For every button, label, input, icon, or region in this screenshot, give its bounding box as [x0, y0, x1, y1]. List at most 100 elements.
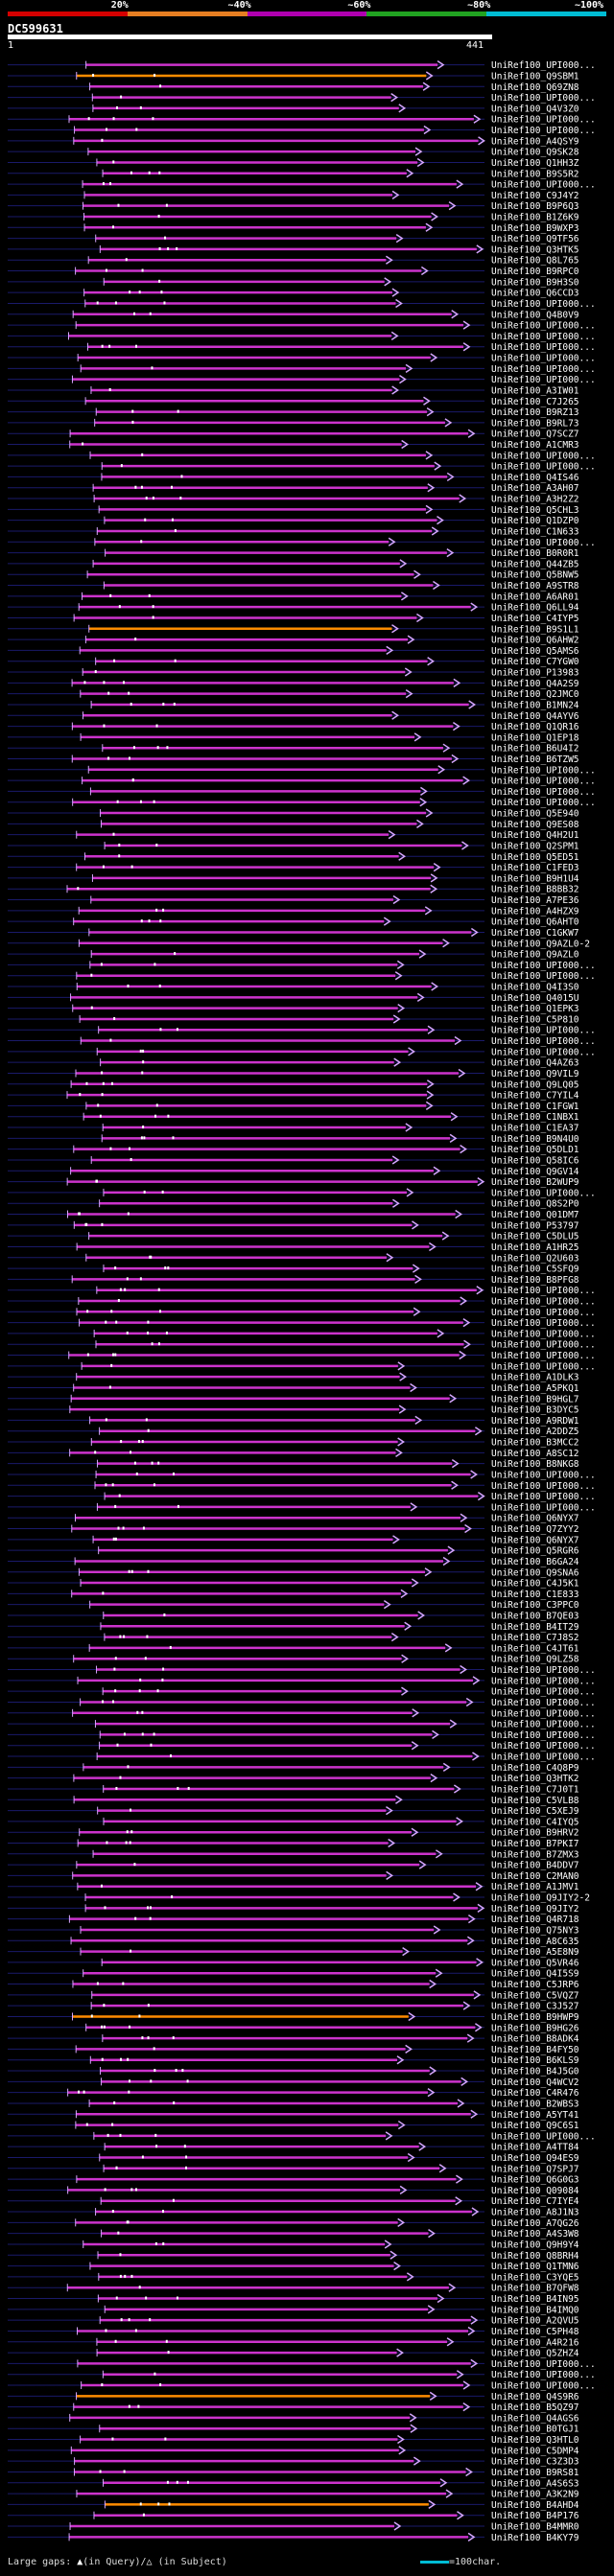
- hit-row[interactable]: UniRef100_B9H1U4: [8, 873, 579, 884]
- hit-row[interactable]: UniRef100_Q6NYX7: [8, 1513, 579, 1524]
- hit-label[interactable]: UniRef100_Q5DLD1: [491, 1145, 579, 1155]
- hit-row[interactable]: UniRef100_UPI000...: [8, 298, 596, 310]
- hit-label[interactable]: UniRef100_UPI000...: [491, 1752, 596, 1763]
- hit-label[interactable]: UniRef100_C2MAN0: [491, 1871, 579, 1882]
- hit-row[interactable]: UniRef100_A3H2Z2: [8, 494, 579, 505]
- hit-row[interactable]: UniRef100_Q9JIY2-2: [8, 1892, 590, 1904]
- hit-row[interactable]: UniRef100_Q4I5S9: [8, 1968, 579, 1980]
- hit-row[interactable]: UniRef100_B1MN24: [8, 700, 579, 710]
- hit-row[interactable]: UniRef100_UPI000...: [8, 1317, 596, 1329]
- hit-row[interactable]: UniRef100_UPI000...: [8, 461, 596, 473]
- hit-row[interactable]: UniRef100_B4AHD4: [8, 2499, 579, 2511]
- hit-row[interactable]: UniRef100_B9WXP3: [8, 222, 579, 234]
- hit-label[interactable]: UniRef100_Q9VIL9: [491, 1069, 579, 1079]
- hit-label[interactable]: UniRef100_C7J8S2: [491, 1633, 579, 1643]
- hit-row[interactable]: UniRef100_Q01DM7: [8, 1209, 579, 1220]
- hit-label[interactable]: UniRef100_B2WUP9: [491, 1177, 579, 1188]
- hit-label[interactable]: UniRef100_B4DDV7: [491, 1861, 579, 1871]
- hit-row[interactable]: UniRef100_A6AR01: [8, 592, 579, 602]
- hit-row[interactable]: UniRef100_B1Z6K9: [8, 212, 579, 222]
- hit-label[interactable]: UniRef100_Q5E940: [491, 809, 579, 820]
- hit-label[interactable]: UniRef100_Q1DZP0: [491, 516, 579, 526]
- hit-label[interactable]: UniRef100_Q4015U: [491, 993, 579, 1004]
- hit-row[interactable]: UniRef100_A2DDZ5: [8, 1427, 579, 1437]
- hit-label[interactable]: UniRef100_Q5RGR6: [491, 1546, 579, 1557]
- hit-label[interactable]: UniRef100_Q9JIY2: [491, 1904, 579, 1915]
- hit-label[interactable]: UniRef100_Q9AZL0-2: [491, 939, 590, 949]
- hit-label[interactable]: UniRef100_UPI000...: [491, 93, 596, 104]
- hit-row[interactable]: UniRef100_A3AH07: [8, 483, 579, 494]
- hit-row[interactable]: UniRef100_B4IN95: [8, 2293, 579, 2305]
- hit-label[interactable]: UniRef100_Q3HTL0: [491, 2435, 579, 2446]
- hit-label[interactable]: UniRef100_A7PE36: [491, 895, 579, 906]
- hit-label[interactable]: UniRef100_UPI000...: [491, 538, 596, 548]
- hit-row[interactable]: UniRef100_UPI000...: [8, 60, 596, 71]
- hit-row[interactable]: UniRef100_B9S5R2: [8, 169, 579, 179]
- hit-row[interactable]: UniRef100_Q6AHW2: [8, 635, 579, 646]
- hit-label[interactable]: UniRef100_A1DLK3: [491, 1373, 579, 1383]
- hit-row[interactable]: UniRef100_C5DLU5: [8, 1231, 579, 1242]
- hit-row[interactable]: UniRef100_UPI000...: [8, 1286, 596, 1296]
- hit-row[interactable]: UniRef100_UPI000...: [8, 1350, 596, 1361]
- hit-label[interactable]: UniRef100_Q6CCD3: [491, 289, 579, 299]
- hit-row[interactable]: UniRef100_UPI000...: [8, 353, 596, 364]
- hit-row[interactable]: UniRef100_C1N633: [8, 526, 579, 537]
- hit-row[interactable]: UniRef100_B9RPC0: [8, 266, 579, 277]
- hit-label[interactable]: UniRef100_Q6NYX7: [491, 1514, 579, 1524]
- hit-label[interactable]: UniRef100_B9P6Q3: [491, 201, 579, 212]
- hit-label[interactable]: UniRef100_Q69ZN8: [491, 82, 579, 93]
- hit-row[interactable]: UniRef100_Q6NYX7: [8, 1535, 579, 1545]
- hit-label[interactable]: UniRef100_B9RS81: [491, 2468, 579, 2478]
- hit-row[interactable]: UniRef100_UPI000...: [8, 179, 596, 191]
- hit-row[interactable]: UniRef100_Q4WCV2: [8, 2077, 579, 2088]
- hit-row[interactable]: UniRef100_UPI000...: [8, 2370, 596, 2380]
- hit-label[interactable]: UniRef100_C3PPC0: [491, 1600, 579, 1611]
- hit-label[interactable]: UniRef100_Q09084: [491, 2186, 579, 2196]
- hit-label[interactable]: UniRef100_C1NBX1: [491, 1112, 579, 1123]
- hit-row[interactable]: UniRef100_UPI000...: [8, 1047, 596, 1057]
- hit-label[interactable]: UniRef100_B9HG26: [491, 2023, 579, 2033]
- hit-label[interactable]: UniRef100_A1CMR3: [491, 440, 579, 451]
- hit-row[interactable]: UniRef100_Q9SK28: [8, 147, 579, 158]
- hit-row[interactable]: UniRef100_UPI000...: [8, 776, 596, 787]
- hit-row[interactable]: UniRef100_UPI000...: [8, 114, 596, 126]
- hit-label[interactable]: UniRef100_UPI000...: [491, 115, 596, 126]
- hit-label[interactable]: UniRef100_C7IYE4: [491, 2196, 579, 2207]
- hit-row[interactable]: UniRef100_C9J4Y2: [8, 190, 579, 201]
- hit-label[interactable]: UniRef100_A4HZX9: [491, 906, 579, 917]
- hit-row[interactable]: UniRef100_Q4I3S0: [8, 982, 579, 993]
- hit-row[interactable]: UniRef100_A9STR8: [8, 580, 579, 592]
- hit-row[interactable]: UniRef100_A4HZX9: [8, 906, 579, 917]
- hit-row[interactable]: UniRef100_UPI000...: [8, 2131, 596, 2142]
- hit-label[interactable]: UniRef100_B6GA24: [491, 1557, 579, 1567]
- hit-row[interactable]: UniRef100_B2WUP9: [8, 1176, 579, 1188]
- hit-label[interactable]: UniRef100_UPI000...: [491, 971, 596, 982]
- hit-row[interactable]: UniRef100_Q6CCD3: [8, 288, 579, 299]
- hit-row[interactable]: UniRef100_B0TGJ1: [8, 2424, 579, 2435]
- hit-row[interactable]: UniRef100_B7QE03: [8, 1611, 579, 1621]
- hit-row[interactable]: UniRef100_C5VLB8: [8, 1795, 579, 1806]
- hit-label[interactable]: UniRef100_C3J527: [491, 2002, 579, 2012]
- hit-label[interactable]: UniRef100_B0TGJ1: [491, 2425, 579, 2435]
- hit-row[interactable]: UniRef100_C3J527: [8, 2001, 579, 2012]
- hit-label[interactable]: UniRef100_Q6AHT0: [491, 917, 579, 928]
- hit-label[interactable]: UniRef100_Q7SPJ7: [491, 2164, 579, 2174]
- hit-row[interactable]: UniRef100_Q8S2P0: [8, 1198, 579, 1210]
- hit-row[interactable]: UniRef100_C7J0T1: [8, 1784, 579, 1795]
- hit-label[interactable]: UniRef100_UPI000...: [491, 321, 596, 332]
- hit-label[interactable]: UniRef100_UPI000...: [491, 462, 596, 473]
- hit-row[interactable]: UniRef100_B5QZ97: [8, 2402, 579, 2413]
- hit-label[interactable]: UniRef100_UPI000...: [491, 787, 596, 798]
- hit-label[interactable]: UniRef100_B4J5G0: [491, 2067, 579, 2077]
- hit-label[interactable]: UniRef100_Q4I5S9: [491, 1969, 579, 1980]
- hit-label[interactable]: UniRef100_A2DDZ5: [491, 1427, 579, 1437]
- hit-label[interactable]: UniRef100_UPI000...: [491, 777, 596, 787]
- hit-row[interactable]: UniRef100_Q9SNA6: [8, 1567, 579, 1578]
- hit-label[interactable]: UniRef100_Q4AZ63: [491, 1058, 579, 1069]
- hit-row[interactable]: UniRef100_B4FY50: [8, 2044, 579, 2055]
- hit-row[interactable]: UniRef100_UPI000...: [8, 765, 596, 776]
- hit-row[interactable]: UniRef100_A1HR25: [8, 1242, 579, 1253]
- hit-row[interactable]: UniRef100_Q9SBM1: [8, 71, 579, 81]
- hit-row[interactable]: UniRef100_C5PH48: [8, 2326, 579, 2337]
- hit-label[interactable]: UniRef100_B4FY50: [491, 2045, 579, 2055]
